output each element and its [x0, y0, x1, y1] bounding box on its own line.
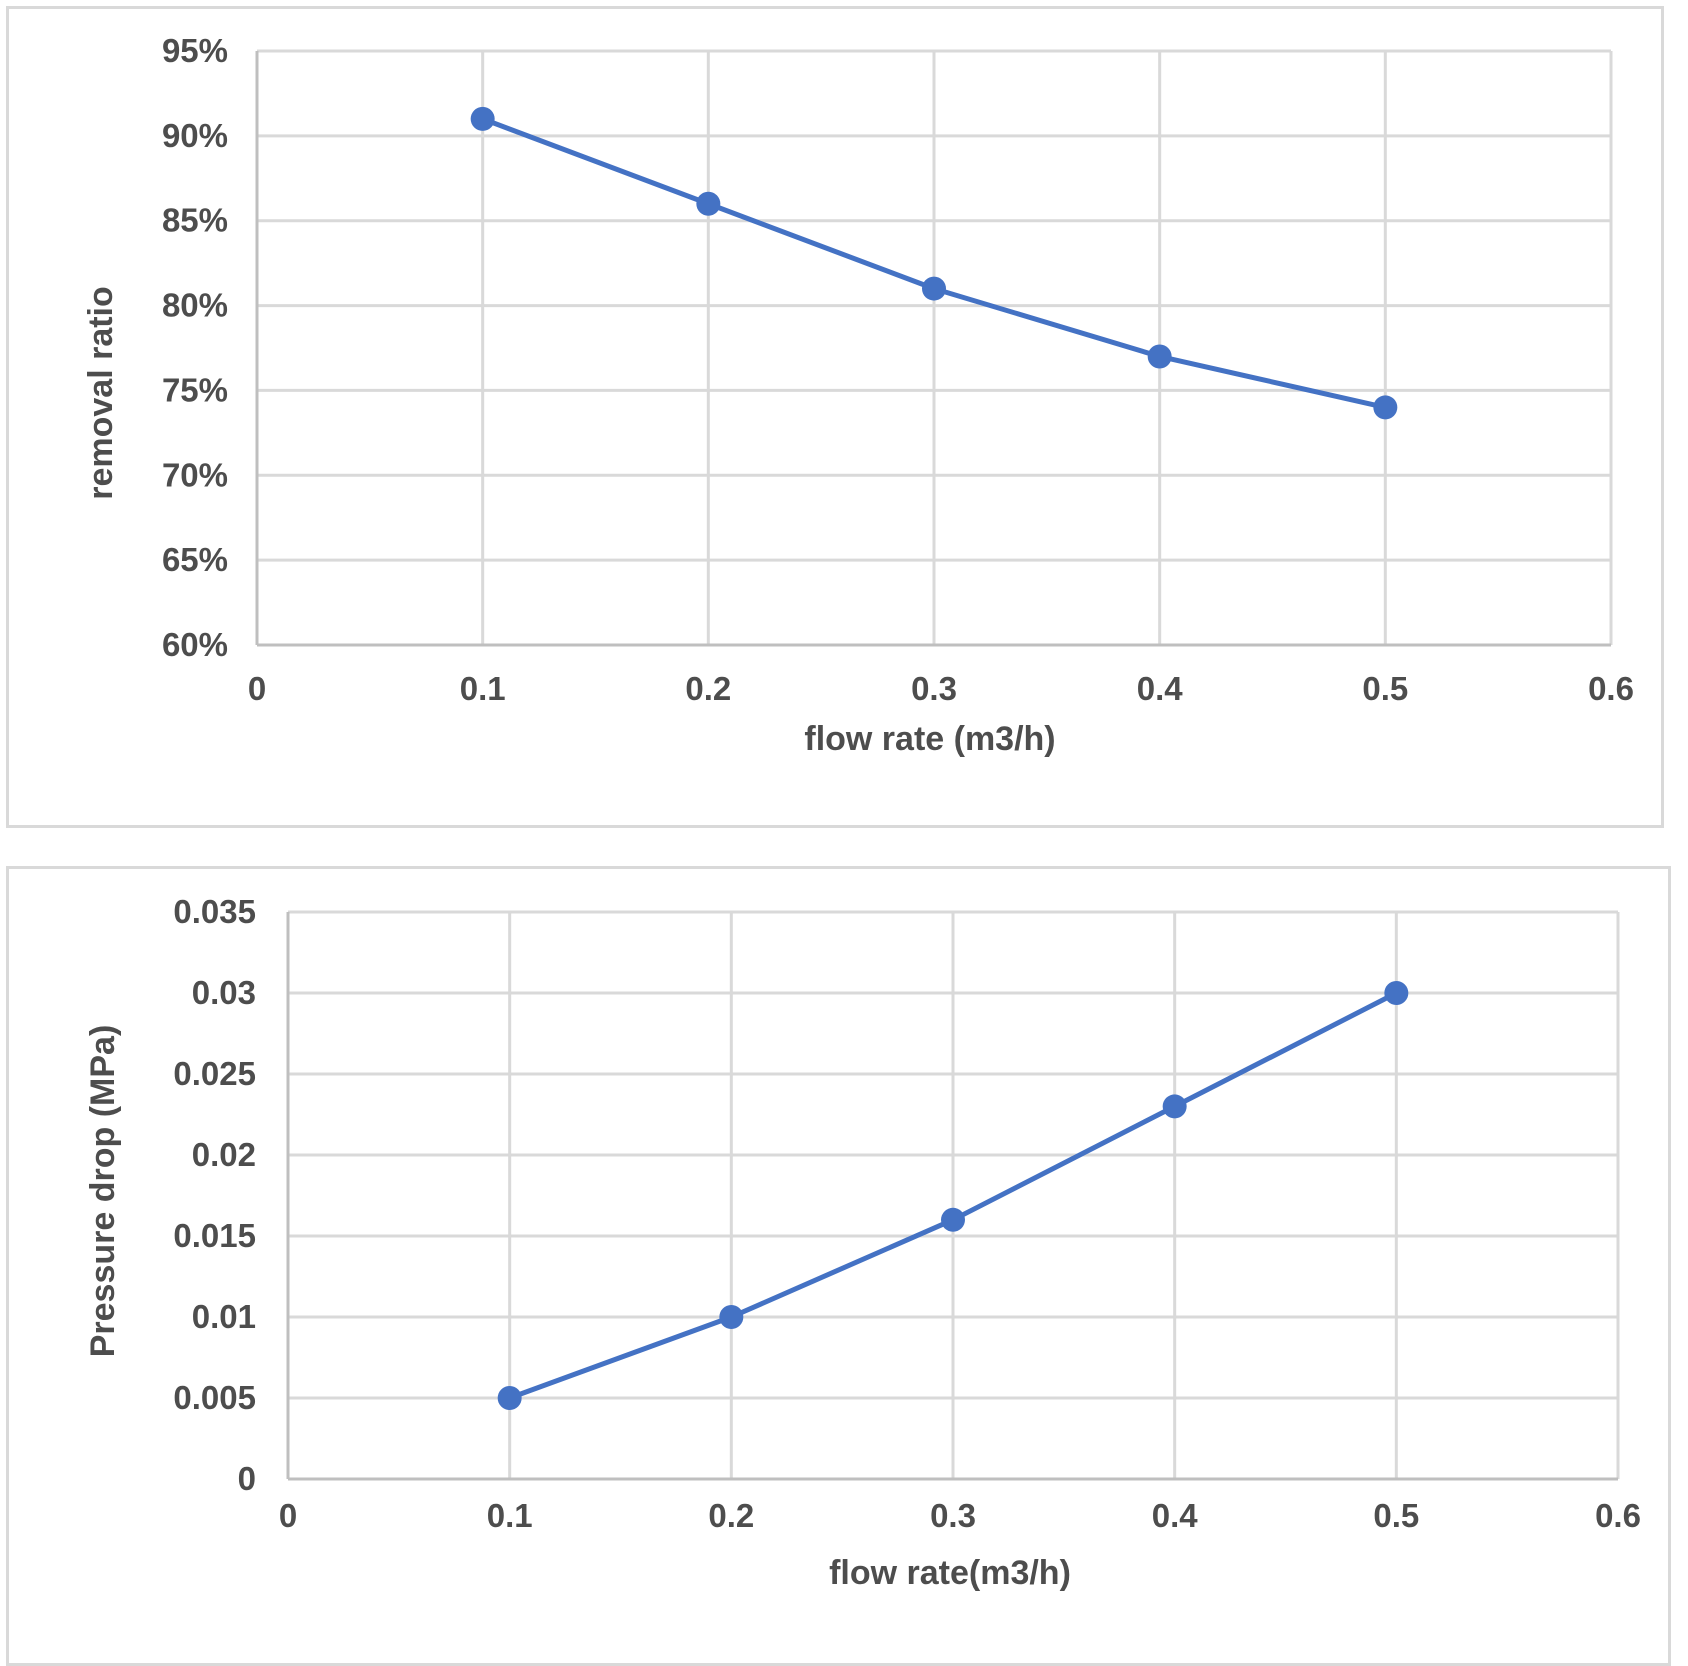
x-tick-label: 0.4 — [1137, 670, 1184, 707]
data-point — [1384, 981, 1409, 1005]
y-tick-label: 0.005 — [173, 1379, 256, 1416]
data-point — [1147, 344, 1172, 369]
x-tick-label: 0.1 — [487, 1497, 533, 1534]
x-axis-title: flow rate (m3/h) — [804, 720, 1055, 758]
x-tick-label: 0.5 — [1362, 670, 1408, 707]
data-point — [470, 106, 495, 131]
y-tick-label: 85% — [162, 202, 228, 239]
data-point — [696, 191, 721, 216]
x-tick-label: 0.3 — [930, 1497, 976, 1534]
x-tick-label: 0 — [279, 1497, 297, 1534]
y-tick-label: 65% — [162, 541, 228, 578]
data-point — [1162, 1094, 1187, 1119]
y-tick-label: 0 — [238, 1460, 256, 1497]
y-tick-label: 90% — [162, 117, 228, 154]
data-point — [1373, 395, 1398, 420]
x-tick-label: 0.6 — [1595, 1497, 1641, 1534]
pressure-drop-chart: 0 0.005 0.01 0.015 0.02 0.025 0.03 0.035 0 0.1 0.2… — [84, 893, 1641, 1592]
y-tick-label: 75% — [162, 371, 228, 408]
y-tick-label: 95% — [162, 32, 228, 69]
x-tick-label: 0.2 — [685, 670, 731, 707]
data-point — [719, 1305, 744, 1329]
y-tick-label: 80% — [162, 287, 228, 324]
data-point — [922, 276, 946, 301]
y-tick-label: 0.035 — [173, 893, 256, 930]
x-tick-label: 0 — [248, 670, 266, 707]
y-tick-label: 0.015 — [173, 1217, 256, 1254]
y-tick-label: 60% — [162, 626, 228, 663]
data-point — [497, 1386, 522, 1410]
x-tick-label: 0.3 — [911, 670, 957, 707]
y-tick-label: 70% — [162, 456, 228, 493]
removal-ratio-chart: 60% 65% 70% 75% 80% 85% 90% 95% 0 0.1 0.2 0.3 0.4 0.5… — [82, 32, 1634, 758]
x-axis-title: flow rate(m3/h) — [829, 1554, 1071, 1592]
data-point — [941, 1207, 965, 1232]
y-tick-label: 0.01 — [192, 1298, 256, 1335]
y-tick-label: 0.03 — [192, 974, 256, 1011]
y-axis-title: removal ratio — [82, 286, 120, 500]
x-tick-label: 0.5 — [1373, 1497, 1419, 1534]
y-tick-label: 0.025 — [173, 1055, 256, 1092]
y-axis-title: Pressure drop (MPa) — [84, 1025, 122, 1358]
x-tick-label: 0.2 — [708, 1497, 754, 1534]
y-tick-label: 0.02 — [192, 1136, 256, 1173]
x-tick-label: 0.6 — [1588, 670, 1634, 707]
x-tick-label: 0.1 — [460, 670, 506, 707]
x-tick-label: 0.4 — [1152, 1497, 1199, 1534]
